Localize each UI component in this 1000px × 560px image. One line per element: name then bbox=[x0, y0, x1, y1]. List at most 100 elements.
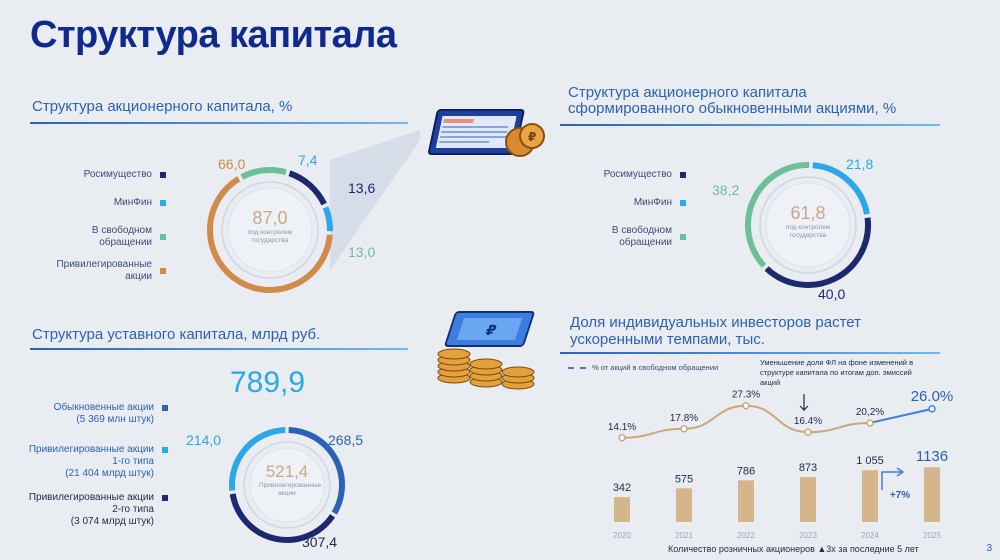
funnel-connector bbox=[330, 130, 420, 270]
section-rule bbox=[30, 122, 408, 124]
value-label: 307,4 bbox=[302, 534, 338, 550]
legend-authorized: Обыкновенные акции (5 369 млн штук) Приви… bbox=[20, 398, 168, 538]
legend-item: Обыкновенные акции (5 369 млн штук) bbox=[20, 402, 168, 426]
trend-label: 26.0% bbox=[911, 388, 954, 405]
legend-item: В свободном обращении bbox=[76, 225, 166, 249]
donut-slice-3 bbox=[745, 162, 810, 268]
legend-item: Привилегированные акции bbox=[56, 259, 166, 283]
combo-chart: 342 2020 575 2021 786 2022 873 2023 1 055 2024 113… bbox=[608, 388, 954, 540]
category-label: 2020 bbox=[613, 531, 631, 540]
bar-2021 bbox=[676, 488, 692, 522]
center-value: 61,8 под контролем государства bbox=[785, 203, 831, 239]
value-label: 40,0 bbox=[818, 286, 846, 302]
donut-slice-1 bbox=[812, 162, 870, 215]
legend-item: МинФин bbox=[634, 197, 686, 209]
donut-slice-2 bbox=[229, 493, 336, 543]
center-value: 521,4 Привилегированные акции bbox=[259, 462, 322, 497]
donut-slice-2 bbox=[322, 206, 333, 232]
trend-label: 20,2% bbox=[856, 407, 884, 418]
legend-item: Привилегированные акции 2-го типа (3 074 … bbox=[20, 492, 168, 528]
annotation-arrow bbox=[799, 394, 809, 412]
bar-label: 1136 bbox=[916, 448, 948, 465]
bar-2024 bbox=[862, 470, 878, 522]
svg-text:₽: ₽ bbox=[528, 130, 536, 144]
total-value: 789,9 bbox=[230, 366, 306, 399]
trend-label: 17.8% bbox=[670, 413, 698, 424]
value-label: 268,5 bbox=[328, 432, 364, 448]
swatch-preferred bbox=[160, 268, 166, 274]
trend-point bbox=[866, 419, 874, 427]
legend-shareholder: Росимущество МинФин В свободном обращени… bbox=[30, 165, 170, 285]
section-title-retail-2: ускоренными темпами, тыс. bbox=[570, 331, 765, 348]
bar-label: 873 bbox=[799, 462, 817, 474]
donut-shareholder bbox=[207, 167, 333, 293]
donut-slice-2 bbox=[764, 217, 871, 288]
money-coins-illustration: ₽ bbox=[437, 311, 535, 390]
trend-point bbox=[742, 401, 750, 410]
section-title-retail-1: Доля индивидуальных инвесторов растет bbox=[570, 314, 862, 331]
category-label: 2023 bbox=[799, 531, 817, 540]
section-rule bbox=[30, 348, 408, 350]
value-label: 7,4 bbox=[298, 152, 318, 168]
swatch-minfin bbox=[160, 200, 166, 206]
bar-label: 575 bbox=[675, 473, 693, 485]
category-label: 2025 bbox=[923, 531, 941, 540]
trend-point bbox=[928, 405, 936, 413]
bar-2020 bbox=[614, 497, 630, 522]
bar-2023 bbox=[800, 477, 816, 522]
bar-label: 1 055 bbox=[856, 455, 884, 467]
donut-slice-1 bbox=[288, 170, 327, 206]
donut-slice-1 bbox=[288, 427, 345, 515]
trend-point bbox=[804, 428, 812, 436]
value-label: 66,0 bbox=[218, 156, 246, 172]
donut-authorized bbox=[229, 427, 345, 543]
trend-label: 16.4% bbox=[794, 416, 822, 427]
trend-line bbox=[621, 404, 871, 439]
dashed-line-swatch bbox=[568, 366, 586, 369]
growth-label: +7% bbox=[890, 490, 910, 501]
trend-point bbox=[680, 425, 688, 433]
legend-ordinary: Росимущество МинФин В свободном обращени… bbox=[560, 165, 690, 255]
category-label: 2022 bbox=[737, 531, 755, 540]
category-label: 2024 bbox=[861, 531, 879, 540]
category-label: 2021 bbox=[675, 531, 693, 540]
value-label: 13,6 bbox=[348, 180, 376, 196]
trend-point bbox=[618, 434, 626, 442]
bar-2025 bbox=[924, 467, 940, 522]
section-title-authorized: Структура уставного капитала, млрд руб. bbox=[32, 326, 321, 343]
section-title-shareholder: Структура акционерного капитала, % bbox=[32, 98, 293, 115]
bar-label: 786 bbox=[737, 465, 755, 477]
trend-label: 14.1% bbox=[608, 422, 636, 433]
bar-label: 342 bbox=[613, 482, 631, 494]
bar-2022 bbox=[738, 480, 754, 522]
section-title-ordinary-2: сформированного обыкновенными акциями, % bbox=[568, 100, 897, 117]
line-legend: % от акций в свободном обращении bbox=[568, 363, 718, 372]
section-rule bbox=[560, 352, 940, 354]
swatch-rosimushchestvo bbox=[160, 172, 166, 178]
document-coins-illustration: ₽ bbox=[428, 109, 545, 157]
value-label: 13,0 bbox=[348, 244, 376, 260]
value-label: 21,8 bbox=[846, 156, 874, 172]
center-value: 87,0 под контролем государства bbox=[247, 208, 293, 244]
donut-slice-3 bbox=[229, 427, 286, 491]
annotation: Уменьшение доли ФЛ на фоне изменений в с… bbox=[760, 358, 914, 387]
donut-slice-3 bbox=[207, 176, 333, 293]
legend-item: Росимущество bbox=[604, 169, 686, 181]
legend-item: Росимущество bbox=[84, 169, 166, 181]
growth-arrow bbox=[881, 467, 905, 490]
page-title: Структура капитала bbox=[30, 14, 397, 56]
donut-slice-4 bbox=[240, 167, 287, 180]
section-title-ordinary-1: Структура акционерного капитала bbox=[568, 84, 807, 101]
donut-ordinary bbox=[745, 162, 871, 288]
swatch-free-float bbox=[160, 234, 166, 240]
bar-caption: Количество розничных акционеров ▲3х за п… bbox=[668, 544, 919, 554]
legend-item: МинФин bbox=[114, 197, 166, 209]
legend-item: В свободном обращении bbox=[606, 225, 686, 249]
section-rule bbox=[560, 124, 940, 126]
value-label: 38,2 bbox=[712, 182, 740, 198]
page-number: 3 bbox=[986, 543, 992, 554]
trend-line-latest bbox=[869, 407, 933, 424]
trend-label: 27.3% bbox=[732, 390, 760, 401]
legend-item: Привилегированные акции 1-го типа (21 404… bbox=[20, 444, 168, 480]
value-label: 214,0 bbox=[186, 432, 222, 448]
